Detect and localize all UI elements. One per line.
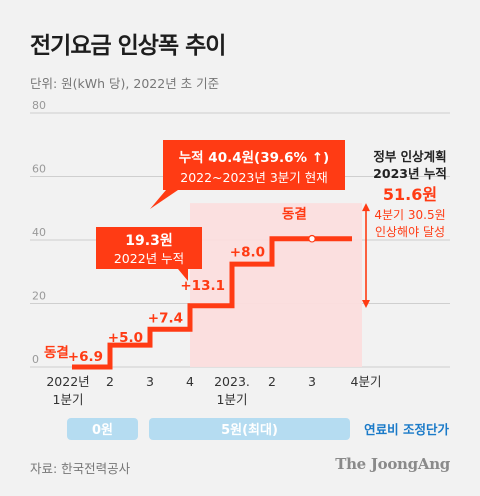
chart-title: 전기요금 인상폭 추이 [30,33,226,59]
callout-current-value: 누적 40.4원(39.6% ↑) [179,149,329,166]
fuel-cost-legend-label: 연료비 조정단가 [364,422,449,437]
plan-title-line: 2023년 누적 [373,166,447,181]
publisher-logo: The JoongAng [335,455,450,473]
callout-current-box [163,140,345,190]
callout-2022-value: 19.3원 [125,233,172,249]
current-point-marker [308,234,316,243]
y-tick-label: 40 [32,226,46,239]
step-series-line [72,236,352,370]
fuel-cost-bar-label: 5원(최대) [221,423,278,438]
callout-2022-note: 2022년 누적 [114,251,184,266]
x-tick-label: 2 [268,374,276,389]
fuel-cost-bar [67,418,138,440]
plan-note: 4분기 30.5원 [374,208,445,222]
x-tick-label: 1분기 [217,392,248,407]
callout-2022-pointer [178,269,188,281]
plan-title-line: 정부 인상계획 [373,149,446,164]
increment-label: +8.0 [230,244,265,260]
callout-current-pointer [150,190,178,209]
plan-target-value: 51.6원 [383,185,437,204]
x-tick-label: 2 [106,374,114,389]
callout-2022-box [96,227,202,269]
y-tick-label: 20 [32,290,46,303]
plan-note: 인상해야 달성 [375,225,445,239]
plan-arrow-head-top [362,203,370,212]
increment-label: 동결 [44,344,69,361]
x-tick-label: 3 [146,374,154,389]
x-tick-label: 4 [186,374,194,389]
y-tick-label: 80 [32,99,46,112]
x-tick-label: 2022년 [46,374,89,389]
x-tick-label: 3 [308,374,316,389]
fuel-cost-bar-label: 0원 [92,423,113,438]
y-tick-label: 0 [32,353,39,366]
plan-arrow-head-bottom [362,300,370,308]
increment-label: +13.1 [180,278,225,294]
source-note: 자료: 한국전력공사 [30,461,131,476]
unit-note: 단위: 원(kWh 당), 2022년 초 기준 [30,76,220,91]
increment-label: +5.0 [108,330,143,346]
x-tick-label: 4분기 [351,374,382,389]
x-tick-label: 1분기 [53,392,84,407]
fuel-cost-bar [149,418,350,440]
increment-label: +7.4 [148,310,183,326]
increment-label: 동결 [282,206,307,223]
x-tick-label: 2023. [214,374,250,389]
y-tick-label: 60 [32,163,46,176]
increment-label: +6.9 [68,349,103,365]
callout-current-note: 2022~2023년 3분기 현재 [180,170,328,185]
